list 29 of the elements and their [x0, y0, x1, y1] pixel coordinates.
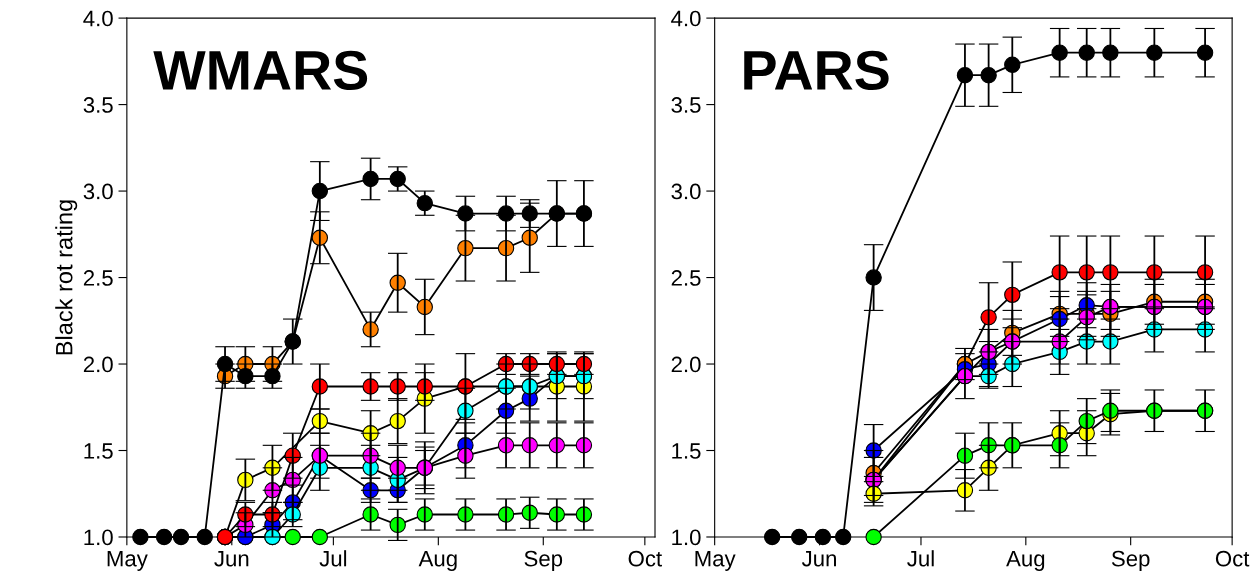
y-tick-label: 3.5 [83, 97, 113, 113]
y-tick-label: 1.5 [84, 443, 113, 459]
y-tick-label: 1.0 [672, 529, 701, 546]
x-tick-label: Aug [418, 551, 457, 571]
y-tick-label: 2.0 [83, 356, 113, 373]
y-tick-label: 4.0 [83, 10, 113, 27]
y-tick-label: 3.5 [671, 97, 701, 113]
y-tick-label: 1.5 [672, 443, 701, 459]
y-tick-label: 3.0 [83, 183, 113, 200]
y-tick-label: 1.0 [84, 529, 113, 546]
x-tick-label: Jul [319, 550, 347, 567]
y-tick-label: 2.5 [671, 270, 701, 286]
x-tick-label: Jun [214, 551, 249, 567]
x-tick-label: Sep [1111, 550, 1150, 571]
x-tick-label: Sep [524, 550, 563, 571]
y-tick-label: 4.0 [671, 10, 701, 27]
y-tick-label: 3.0 [671, 183, 701, 200]
y-tick-label: 2.0 [671, 356, 701, 373]
x-tick-label: May [107, 551, 148, 571]
x-tick-label: Aug [1006, 551, 1045, 571]
annotation: PARS [744, 50, 889, 91]
x-tick-label: Oct [628, 550, 662, 567]
x-tick-label: Jul [907, 550, 934, 567]
x-tick-label: Oct [1215, 550, 1250, 567]
annotation: WMARS [153, 50, 368, 91]
y-tick-label: 2.5 [83, 270, 113, 286]
x-tick-label: May [695, 551, 736, 571]
x-tick-label: Jun [801, 551, 836, 567]
y-axis-title: Black rot rating [55, 200, 78, 355]
